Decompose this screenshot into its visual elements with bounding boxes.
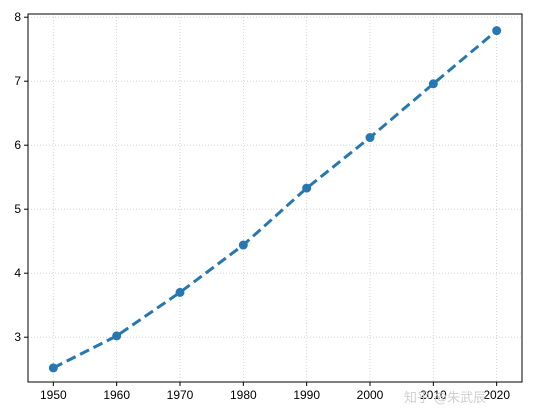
x-tick-label: 2010: [420, 388, 447, 402]
y-axis-ticks: 3 4 5 6 7 8: [14, 10, 28, 344]
y-tick-label: 5: [14, 202, 21, 216]
y-tick-label: 6: [14, 138, 21, 152]
x-axis-ticks: 1950 1960 1970 1980 1990 2000 2010 2020: [40, 382, 510, 402]
series-line: [52, 29, 498, 370]
data-point: [238, 240, 248, 250]
grid-lines: [28, 14, 522, 382]
data-point: [112, 331, 122, 341]
data-point: [48, 363, 58, 373]
data-point: [175, 287, 185, 297]
x-tick-label: 2020: [483, 388, 510, 402]
x-tick-label: 1980: [230, 388, 257, 402]
y-tick-label: 4: [14, 266, 21, 280]
x-tick-label: 1950: [40, 388, 67, 402]
y-tick-label: 8: [14, 10, 21, 24]
series-layer: [48, 26, 502, 373]
x-tick-label: 1970: [167, 388, 194, 402]
data-point: [428, 79, 438, 89]
y-tick-label: 3: [14, 330, 21, 344]
x-tick-label: 1960: [103, 388, 130, 402]
data-point: [302, 183, 312, 193]
data-point: [365, 133, 375, 143]
x-tick-label: 1990: [293, 388, 320, 402]
x-tick-label: 2000: [357, 388, 384, 402]
data-point: [492, 26, 502, 36]
plot-frame: [27, 13, 523, 383]
y-tick-label: 7: [14, 74, 21, 88]
watermark-text: 知乎 @朱武辰: [404, 390, 486, 406]
